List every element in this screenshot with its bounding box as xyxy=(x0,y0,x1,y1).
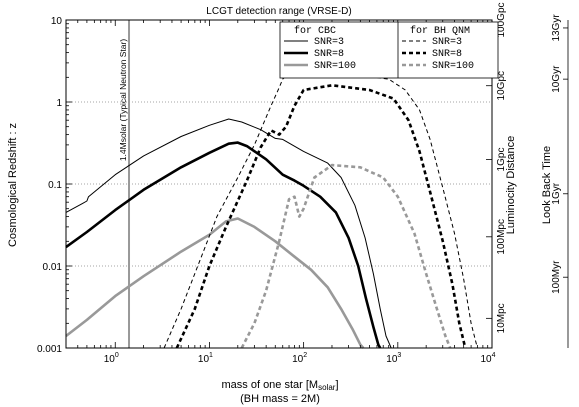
x-axis-label-bracket: ] xyxy=(335,379,338,391)
x-tick-label: 104 xyxy=(480,352,495,365)
lookback-tick-label: 1Gyr xyxy=(551,182,562,204)
y-axis-label: Cosmological Redshift : z xyxy=(7,123,19,247)
y-tick-label: 0.001 xyxy=(37,344,62,355)
lookback-tick-label: 100Myr xyxy=(551,260,562,294)
x-tick-label-exponent: 3 xyxy=(397,352,401,359)
x-tick-label-base: 10 xyxy=(104,354,116,365)
legend-label: SNR=8 xyxy=(432,49,462,60)
legend: for CBC for BH QNM SNR=3SNR=8SNR=100SNR=… xyxy=(279,21,499,79)
y-tick-label: 0.1 xyxy=(48,180,62,191)
x-tick-label-base: 10 xyxy=(480,354,492,365)
legend-box xyxy=(279,21,499,79)
distance-axis-label: Luminocity Distance xyxy=(505,136,517,234)
x-tick-label-exponent: 4 xyxy=(492,352,496,359)
x-tick-label-exponent: 2 xyxy=(303,352,307,359)
x-tick-label-base: 10 xyxy=(386,354,398,365)
distance-tick-label: 10Gpc xyxy=(496,71,507,100)
cbc-snr8-line xyxy=(65,141,382,349)
lookback-tick-label: 13Gyr xyxy=(551,14,562,42)
distance-tick-label: 1Gpc xyxy=(496,148,507,172)
distance-tick-label: 100Gpc xyxy=(496,2,507,37)
legend-label: SNR=3 xyxy=(432,37,462,48)
horizontal-gridlines xyxy=(66,101,492,267)
legend-group-title: for BH QNM xyxy=(410,25,470,37)
x-tick-label-exponent: 0 xyxy=(115,352,119,359)
neutron-star-label: 1.4Msolar (Typical Neutron Star) xyxy=(118,39,128,162)
legend-label: SNR=8 xyxy=(314,49,344,60)
legend-label: SNR=3 xyxy=(314,37,344,48)
lookback-axis-label: Look Back Time xyxy=(541,146,553,224)
x-tick-label: 100 xyxy=(104,352,119,365)
x-tick-label-base: 10 xyxy=(292,354,304,365)
x-tick-label-base: 10 xyxy=(198,354,210,365)
x-axis-label-2: (BH mass = 2M) xyxy=(240,393,320,405)
axes: 100 101 102 103 1040.0010.010.111010Mpc100Mp… xyxy=(37,2,569,365)
legend-label: SNR=100 xyxy=(314,61,356,72)
legend-label: SNR=100 xyxy=(432,61,474,72)
x-axis-label-main: mass of one star [M xyxy=(222,379,319,391)
cbc-snr100-line xyxy=(65,217,365,349)
distance-tick-label: 100Mpc xyxy=(496,219,507,255)
x-tick-label-exponent: 1 xyxy=(209,352,213,359)
legend-group-title: for CBC xyxy=(294,25,336,37)
x-tick-label: 101 xyxy=(198,352,213,365)
y-tick-label: 10 xyxy=(51,16,63,27)
x-tick-label: 102 xyxy=(292,352,307,365)
y-tick-label: 0.01 xyxy=(43,262,63,273)
series-layer xyxy=(65,20,478,349)
lookback-tick-label: 10Gyr xyxy=(551,65,562,93)
qnm-snr100-line xyxy=(240,163,452,349)
x-tick-label: 103 xyxy=(386,352,401,365)
chart-title: LCGT detection range (VRSE-D) xyxy=(206,6,351,17)
x-axis-label: mass of one star [Msolar] xyxy=(222,379,339,392)
qnm-snr8-line xyxy=(175,84,467,349)
y-tick-label: 1 xyxy=(56,98,62,109)
x-axis-label-subscript: solar xyxy=(318,383,336,392)
qnm-snr3-line xyxy=(163,68,478,349)
distance-tick-label: 10Mpc xyxy=(496,303,507,333)
